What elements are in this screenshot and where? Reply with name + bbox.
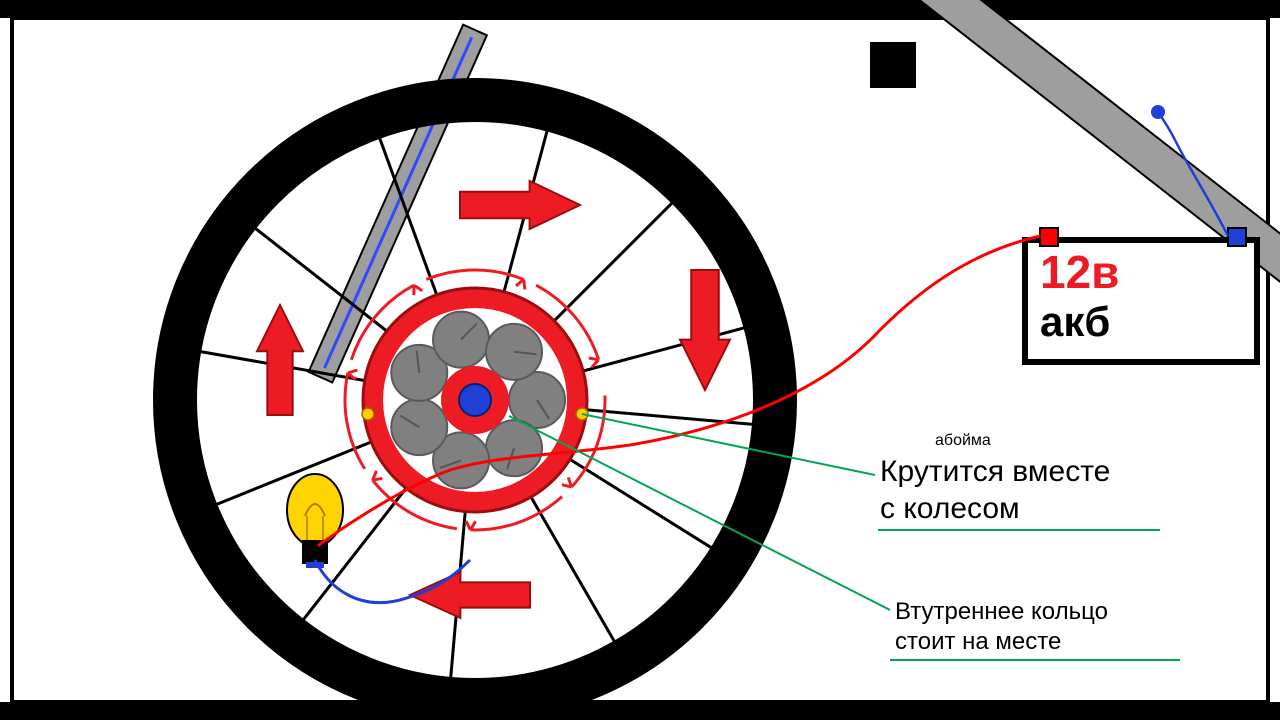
hub-axle <box>459 384 491 416</box>
arrow-left <box>410 572 530 618</box>
letterbox-bottom <box>0 702 1280 720</box>
arrow-up <box>257 305 303 415</box>
label-inner2: стоит на месте <box>895 628 1061 656</box>
label-rotates1: Крутится вместе <box>880 455 1110 490</box>
letterbox-top <box>0 0 1280 18</box>
battery-line2: акб <box>1040 298 1110 346</box>
hub-pickup-left <box>362 408 374 420</box>
battery-terminal-pos <box>1040 228 1058 246</box>
label-rotates2: с колесом <box>880 492 1020 527</box>
battery-line1: 12в <box>1040 246 1119 299</box>
label-inner1: Втутреннее кольцо <box>895 598 1108 626</box>
arrow-down <box>680 270 730 390</box>
lightbulb-icon <box>287 474 343 568</box>
frame-wire-node <box>1151 105 1165 119</box>
ground-shadow <box>380 690 580 702</box>
diagram-stage: { "canvas": { "w": 1280, "h": 720, "bg":… <box>0 0 1280 720</box>
frame-cap <box>870 42 916 88</box>
battery-terminal-neg <box>1228 228 1246 246</box>
label-aboyma: абойма <box>935 432 991 450</box>
arrow-right <box>460 181 580 229</box>
